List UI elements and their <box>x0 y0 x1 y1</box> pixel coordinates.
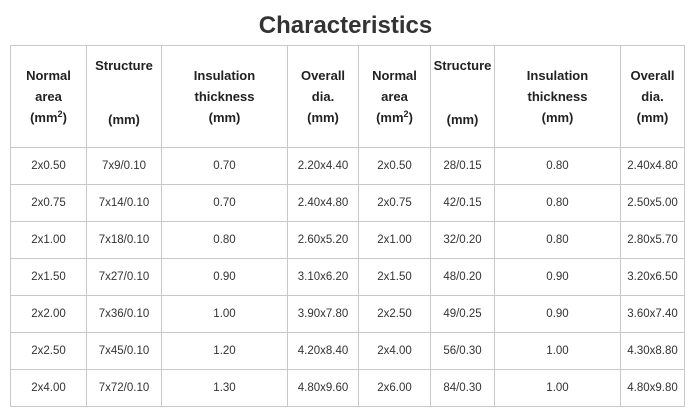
table-cell: 3.60x7.40 <box>620 295 685 333</box>
table-cell: 0.90 <box>494 258 621 296</box>
table-cell: 2x6.00 <box>358 369 431 407</box>
table-cell: 0.80 <box>494 221 621 259</box>
table-cell: 0.90 <box>494 295 621 333</box>
table-cell: 2.40x4.80 <box>620 147 685 185</box>
table-cell: 3.20x6.50 <box>620 258 685 296</box>
table-cell: 7x9/0.10 <box>86 147 162 185</box>
table-row: 2x0.50 7x9/0.10 0.70 2.20x4.40 2x0.50 28… <box>10 147 685 185</box>
table-cell: 4.30x8.80 <box>620 332 685 370</box>
table-cell: 2x0.50 <box>10 147 87 185</box>
table-cell: 2.20x4.40 <box>287 147 359 185</box>
table-cell: 7x36/0.10 <box>86 295 162 333</box>
table-cell: 2x2.50 <box>10 332 87 370</box>
table-cell: 0.70 <box>161 184 288 222</box>
table-cell: 2x1.00 <box>10 221 87 259</box>
header-normal-area: Normal area (mm2) <box>358 45 431 148</box>
table-cell: 0.70 <box>161 147 288 185</box>
characteristics-table: Normal area (mm2) Structure (mm) Insulat… <box>10 45 685 407</box>
table-cell: 7x14/0.10 <box>86 184 162 222</box>
table-row: 2x0.75 7x14/0.10 0.70 2.40x4.80 2x0.75 4… <box>10 184 685 222</box>
table-cell: 0.80 <box>494 147 621 185</box>
table-cell: 1.00 <box>161 295 288 333</box>
table-cell: 42/0.15 <box>430 184 495 222</box>
table-cell: 2.50x5.00 <box>620 184 685 222</box>
table-cell: 2x0.75 <box>358 184 431 222</box>
table-cell: 2x4.00 <box>358 332 431 370</box>
table-cell: 4.80x9.80 <box>620 369 685 407</box>
table-cell: 56/0.30 <box>430 332 495 370</box>
table-cell: 3.90x7.80 <box>287 295 359 333</box>
table-cell: 2.80x5.70 <box>620 221 685 259</box>
table-cell: 1.00 <box>494 332 621 370</box>
table-header-row: Normal area (mm2) Structure (mm) Insulat… <box>10 45 685 148</box>
table-row: 2x2.50 7x45/0.10 1.20 4.20x8.40 2x4.00 5… <box>10 332 685 370</box>
table-row: 2x1.00 7x18/0.10 0.80 2.60x5.20 2x1.00 3… <box>10 221 685 259</box>
header-insulation-thickness: Insulation thickness (mm) <box>494 45 621 148</box>
table-cell: 84/0.30 <box>430 369 495 407</box>
table-cell: 1.20 <box>161 332 288 370</box>
table-row: 2x4.00 7x72/0.10 1.30 4.80x9.60 2x6.00 8… <box>10 369 685 407</box>
table-cell: 0.80 <box>161 221 288 259</box>
table-cell: 2x1.00 <box>358 221 431 259</box>
table-cell: 4.80x9.60 <box>287 369 359 407</box>
table-cell: 48/0.20 <box>430 258 495 296</box>
table-cell: 2x1.50 <box>10 258 87 296</box>
table-cell: 2x2.50 <box>358 295 431 333</box>
table-cell: 2x0.50 <box>358 147 431 185</box>
table-cell: 32/0.20 <box>430 221 495 259</box>
table-cell: 2.60x5.20 <box>287 221 359 259</box>
table-cell: 7x27/0.10 <box>86 258 162 296</box>
table-cell: 7x18/0.10 <box>86 221 162 259</box>
table-cell: 0.90 <box>161 258 288 296</box>
table-cell: 49/0.25 <box>430 295 495 333</box>
table-cell: 7x72/0.10 <box>86 369 162 407</box>
table-cell: 1.00 <box>494 369 621 407</box>
table-cell: 0.80 <box>494 184 621 222</box>
table-cell: 3.10x6.20 <box>287 258 359 296</box>
table-cell: 2x2.00 <box>10 295 87 333</box>
header-overall-dia: Overall dia. (mm) <box>287 45 359 148</box>
table-cell: 4.20x8.40 <box>287 332 359 370</box>
header-normal-area: Normal area (mm2) <box>10 45 87 148</box>
header-structure: Structure (mm) <box>430 45 495 148</box>
table-cell: 7x45/0.10 <box>86 332 162 370</box>
table-cell: 2x4.00 <box>10 369 87 407</box>
table-row: 2x2.00 7x36/0.10 1.00 3.90x7.80 2x2.50 4… <box>10 295 685 333</box>
table-cell: 2x1.50 <box>358 258 431 296</box>
header-insulation-thickness: Insulation thickness (mm) <box>161 45 288 148</box>
header-structure: Structure (mm) <box>86 45 162 148</box>
table-cell: 28/0.15 <box>430 147 495 185</box>
table-row: 2x1.50 7x27/0.10 0.90 3.10x6.20 2x1.50 4… <box>10 258 685 296</box>
page-title: Characteristics <box>258 12 433 39</box>
header-overall-dia: Overall dia. (mm) <box>620 45 685 148</box>
table-cell: 1.30 <box>161 369 288 407</box>
table-cell: 2.40x4.80 <box>287 184 359 222</box>
table-cell: 2x0.75 <box>10 184 87 222</box>
